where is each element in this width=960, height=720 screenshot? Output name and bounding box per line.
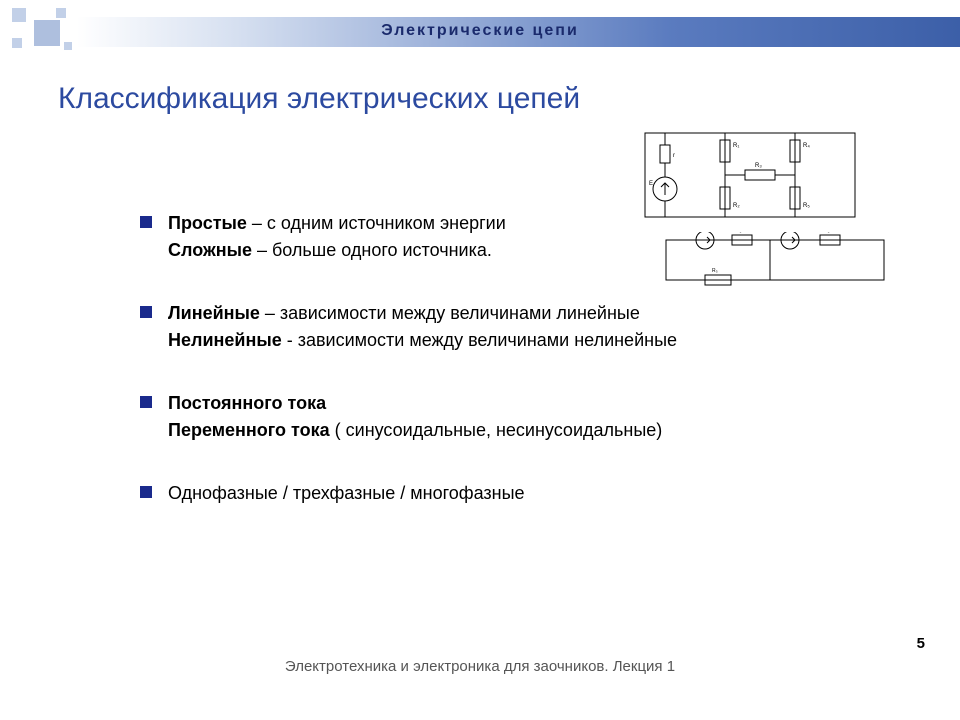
bullet-bold: Простые (168, 213, 247, 233)
list-item: Постоянного тока Переменного тока ( сину… (140, 390, 860, 444)
page-number: 5 (917, 635, 925, 652)
list-item: Однофазные / трехфазные / многофазные (140, 480, 860, 507)
slide-title: Классификация электрических цепей (58, 82, 580, 116)
header-title: Электрические цепи (0, 22, 960, 40)
bullet-text: – зависимости между величинами линейные (260, 303, 640, 323)
label-R2: R₂ (733, 203, 740, 209)
list-item: Линейные – зависимости между величинами … (140, 300, 860, 354)
label-R5: R₅ (803, 203, 810, 209)
label-R4: R₄ (803, 143, 810, 149)
bullet-bold: Сложные (168, 240, 252, 260)
bullet-bold: Переменного тока (168, 420, 330, 440)
bullet-text: – больше одного источника. (252, 240, 492, 260)
bullet-bold: Линейные (168, 303, 260, 323)
bullet-text: ( синусоидальные, несинусоидальные) (330, 420, 663, 440)
label-R1: R₁ (733, 143, 739, 149)
footer-text: Электротехника и электроника для заочник… (0, 658, 960, 675)
bullet-list: Простые – с одним источником энергии Сло… (140, 210, 860, 543)
list-item: Простые – с одним источником энергии Сло… (140, 210, 860, 264)
label-E: E (649, 181, 653, 187)
label-R3: R₃ (755, 163, 762, 169)
bullet-bold: Постоянного тока (168, 393, 326, 413)
label-r: r (673, 153, 675, 159)
bullet-text: - зависимости между величинами нелинейны… (282, 330, 677, 350)
bullet-text: – с одним источником энергии (247, 213, 506, 233)
bullet-text: Однофазные / трехфазные / многофазные (168, 483, 525, 503)
bullet-bold: Нелинейные (168, 330, 282, 350)
